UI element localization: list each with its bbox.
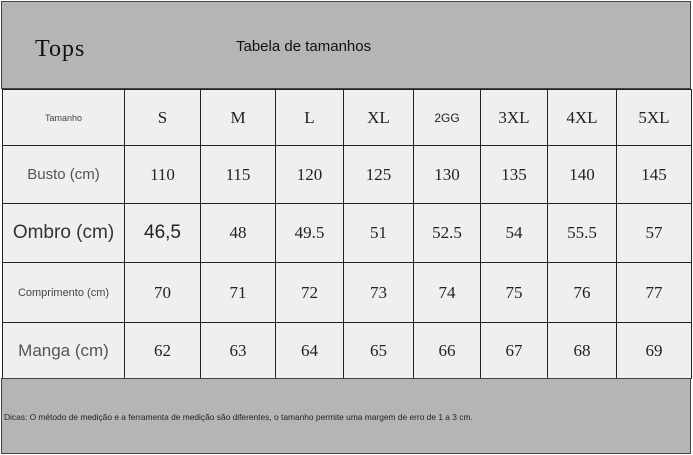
row-label: Busto (cm): [2, 145, 125, 204]
measure-cell: 130: [413, 145, 481, 204]
measure-cell: 55.5: [547, 203, 617, 263]
measure-cell: 69: [616, 322, 692, 379]
measure-cell: 120: [275, 145, 344, 204]
size-header: XL: [343, 89, 414, 146]
title: Tops: [35, 36, 86, 62]
measure-cell: 77: [616, 262, 692, 323]
measure-cell: 65: [343, 322, 414, 379]
measure-cell: 54: [480, 203, 548, 263]
measure-cell: 71: [200, 262, 276, 323]
footer-band: Dicas: O método de medição e a ferrament…: [1, 378, 691, 454]
row-label: Comprimento (cm): [2, 262, 125, 323]
measure-cell: 66: [413, 322, 481, 379]
header-label: Tamanho: [2, 89, 125, 146]
size-header: M: [200, 89, 276, 146]
measure-cell: 73: [343, 262, 414, 323]
subtitle: Tabela de tamanhos: [236, 38, 372, 55]
header-band: Tops Tabela de tamanhos: [1, 1, 691, 89]
measure-cell: 135: [480, 145, 548, 204]
measure-cell: 51: [343, 203, 414, 263]
size-header: 5XL: [616, 89, 692, 146]
measure-cell: 46,5: [124, 203, 201, 263]
measure-cell: 125: [343, 145, 414, 204]
measure-cell: 64: [275, 322, 344, 379]
size-header: S: [124, 89, 201, 146]
measure-cell: 70: [124, 262, 201, 323]
measure-cell: 72: [275, 262, 344, 323]
measure-cell: 52.5: [413, 203, 481, 263]
measure-cell: 62: [124, 322, 201, 379]
measure-cell: 67: [480, 322, 548, 379]
size-header: 3XL: [480, 89, 548, 146]
footer-note: Dicas: O método de medição e a ferrament…: [4, 412, 473, 422]
measure-cell: 75: [480, 262, 548, 323]
measure-cell: 110: [124, 145, 201, 204]
measure-cell: 76: [547, 262, 617, 323]
size-header: 4XL: [547, 89, 617, 146]
size-header: L: [275, 89, 344, 146]
measure-cell: 63: [200, 322, 276, 379]
row-label: Manga (cm): [2, 322, 125, 379]
measure-cell: 115: [200, 145, 276, 204]
measure-cell: 145: [616, 145, 692, 204]
measure-cell: 68: [547, 322, 617, 379]
measure-cell: 140: [547, 145, 617, 204]
measure-cell: 48: [200, 203, 276, 263]
measure-cell: 49.5: [275, 203, 344, 263]
row-label: Ombro (cm): [2, 203, 125, 263]
measure-cell: 74: [413, 262, 481, 323]
measure-cell: 57: [616, 203, 692, 263]
size-header: 2GG: [413, 89, 481, 146]
